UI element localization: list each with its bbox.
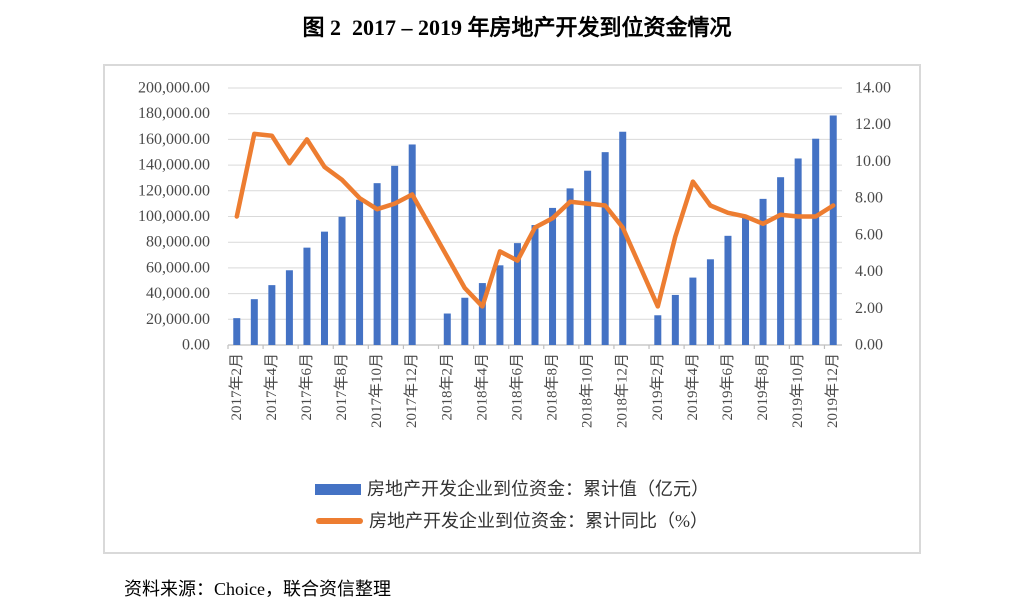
svg-text:20,000.00: 20,000.00	[146, 311, 210, 328]
svg-text:100,000.00: 100,000.00	[138, 208, 210, 225]
bar	[759, 198, 767, 345]
svg-text:2019年12月: 2019年12月	[824, 353, 841, 428]
source-note: 资料来源：Choice，联合资信整理	[124, 579, 391, 599]
bar	[250, 299, 258, 345]
legend-line-swatch	[316, 518, 363, 524]
svg-text:160,000.00: 160,000.00	[138, 131, 210, 148]
svg-text:2017年6月: 2017年6月	[298, 353, 315, 421]
svg-text:0.00: 0.00	[182, 337, 210, 354]
svg-text:4.00: 4.00	[855, 263, 883, 280]
bar	[513, 243, 521, 345]
bar	[478, 283, 486, 345]
figure-title: 图 2 2017 – 2019 年房地产开发到位资金情况	[302, 15, 732, 40]
bar	[320, 231, 328, 345]
legend-item-bar: 房地产开发企业到位资金：累计值（亿元）	[315, 480, 709, 498]
bar	[391, 165, 399, 345]
svg-text:2018年12月: 2018年12月	[614, 353, 631, 428]
svg-text:180,000.00: 180,000.00	[138, 105, 210, 122]
chart-card: 0.00 20,000.00 40,000.00 60,000.00 80,000.00…	[103, 64, 921, 554]
svg-text:6.00: 6.00	[855, 226, 883, 243]
legend-bar-swatch	[315, 483, 361, 495]
bar	[724, 235, 732, 345]
bar	[549, 207, 557, 345]
svg-text:2019年8月: 2019年8月	[754, 353, 771, 421]
svg-text:2018年2月: 2018年2月	[438, 353, 455, 421]
bar	[584, 170, 592, 345]
svg-text:2017年8月: 2017年8月	[333, 353, 350, 421]
bar	[373, 183, 381, 345]
gridlines	[228, 87, 842, 320]
svg-text:200,000.00: 200,000.00	[138, 80, 210, 97]
bar	[654, 315, 662, 345]
bar	[338, 216, 346, 345]
bar	[829, 115, 837, 346]
bar	[233, 318, 241, 345]
svg-text:2019年4月: 2019年4月	[684, 353, 701, 421]
bar	[285, 270, 293, 345]
svg-text:2017年10月: 2017年10月	[368, 353, 385, 428]
svg-text:40,000.00: 40,000.00	[146, 285, 210, 302]
svg-text:2018年10月: 2018年10月	[579, 353, 596, 428]
svg-text:8.00: 8.00	[855, 190, 883, 207]
bar	[496, 265, 504, 345]
svg-text:12.00: 12.00	[855, 116, 891, 133]
right-axis-labels: 0.00 2.00 4.00 6.00 8.00 10.00 12.00 14.00	[855, 80, 891, 354]
svg-text:120,000.00: 120,000.00	[138, 182, 210, 199]
svg-text:2018年6月: 2018年6月	[508, 353, 525, 421]
bar	[794, 158, 802, 345]
bar	[689, 277, 697, 345]
left-axis-labels: 0.00 20,000.00 40,000.00 60,000.00 80,000.00…	[138, 80, 210, 354]
bar	[356, 199, 364, 345]
chart-legend: 房地产开发企业到位资金：累计值（亿元） 房地产开发企业到位资金：累计同比（%）	[105, 480, 919, 530]
bar	[268, 285, 276, 345]
bar	[706, 259, 714, 345]
svg-text:2017年4月: 2017年4月	[263, 353, 280, 421]
bar	[408, 144, 416, 345]
bar	[619, 131, 627, 345]
svg-text:2018年4月: 2018年4月	[473, 353, 490, 421]
bar	[601, 152, 609, 345]
svg-text:2019年2月: 2019年2月	[649, 353, 666, 421]
bar	[531, 225, 539, 345]
svg-text:2019年6月: 2019年6月	[719, 353, 736, 421]
svg-text:140,000.00: 140,000.00	[138, 157, 210, 174]
bar	[812, 138, 820, 345]
legend-bar-label: 房地产开发企业到位资金：累计值（亿元）	[367, 479, 709, 499]
x-axis-labels: 2017年2月 2017年4月 2017年6月 2017年8月 2017年10月 2017…	[228, 353, 841, 428]
svg-text:14.00: 14.00	[855, 80, 891, 97]
line-series	[234, 131, 836, 309]
legend-item-line: 房地产开发企业到位资金：累计同比（%）	[316, 512, 708, 530]
svg-text:2.00: 2.00	[855, 300, 883, 317]
bar	[566, 188, 574, 345]
svg-text:80,000.00: 80,000.00	[146, 234, 210, 251]
svg-text:2019年10月: 2019年10月	[789, 353, 806, 428]
svg-text:2018年8月: 2018年8月	[544, 353, 561, 421]
svg-text:10.00: 10.00	[855, 153, 891, 170]
bar	[742, 216, 750, 345]
svg-text:0.00: 0.00	[855, 337, 883, 354]
bar	[461, 297, 469, 345]
bar	[777, 177, 785, 345]
chart-svg: 0.00 20,000.00 40,000.00 60,000.00 80,000.00…	[138, 80, 891, 429]
bars-series	[233, 115, 837, 346]
svg-text:60,000.00: 60,000.00	[146, 259, 210, 276]
bar	[671, 294, 679, 345]
bar	[443, 313, 451, 345]
legend-line-label: 房地产开发企业到位资金：累计同比（%）	[369, 511, 708, 531]
x-axis	[227, 344, 842, 349]
svg-text:2017年2月: 2017年2月	[228, 353, 245, 421]
svg-text:2017年12月: 2017年12月	[403, 353, 420, 428]
bar	[303, 247, 311, 345]
